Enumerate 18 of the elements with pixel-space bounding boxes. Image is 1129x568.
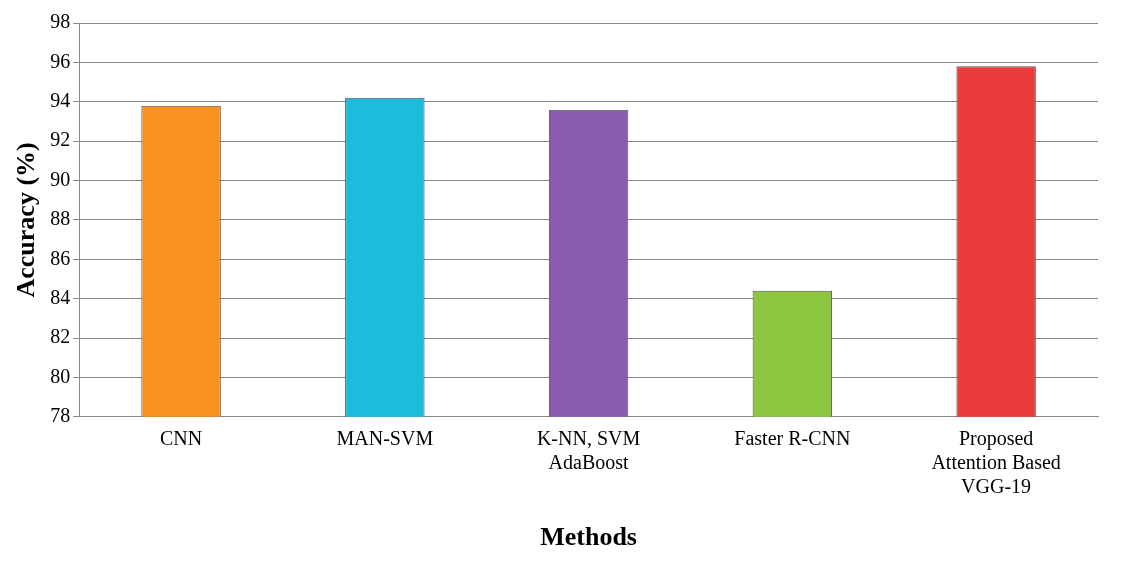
y-tick-label: 92 xyxy=(50,128,71,151)
x-tick-label: Proposed Attention Based VGG-19 xyxy=(931,427,1061,498)
y-tick-label: 80 xyxy=(50,364,71,387)
y-tick-label: 86 xyxy=(50,246,71,269)
x-tick-label: CNN xyxy=(159,427,203,450)
x-axis-title: Methods xyxy=(540,522,637,552)
y-tick-label: 94 xyxy=(50,89,71,112)
x-tick-label: K-NN, SVM AdaBoost xyxy=(536,427,641,474)
y-tick-label: 96 xyxy=(50,49,71,72)
y-tick-label: 78 xyxy=(50,404,71,427)
y-tick-label: 98 xyxy=(50,10,71,33)
y-tick-label: 88 xyxy=(50,207,71,230)
x-tick-label: Faster R-CNN xyxy=(734,427,851,450)
y-tick-label: 82 xyxy=(50,325,71,348)
y-tick-label: 84 xyxy=(50,285,71,308)
x-tick-label: MAN-SVM xyxy=(336,427,434,450)
y-axis-title: Accuracy (%) xyxy=(11,142,41,298)
y-tick-label: 90 xyxy=(50,167,71,190)
